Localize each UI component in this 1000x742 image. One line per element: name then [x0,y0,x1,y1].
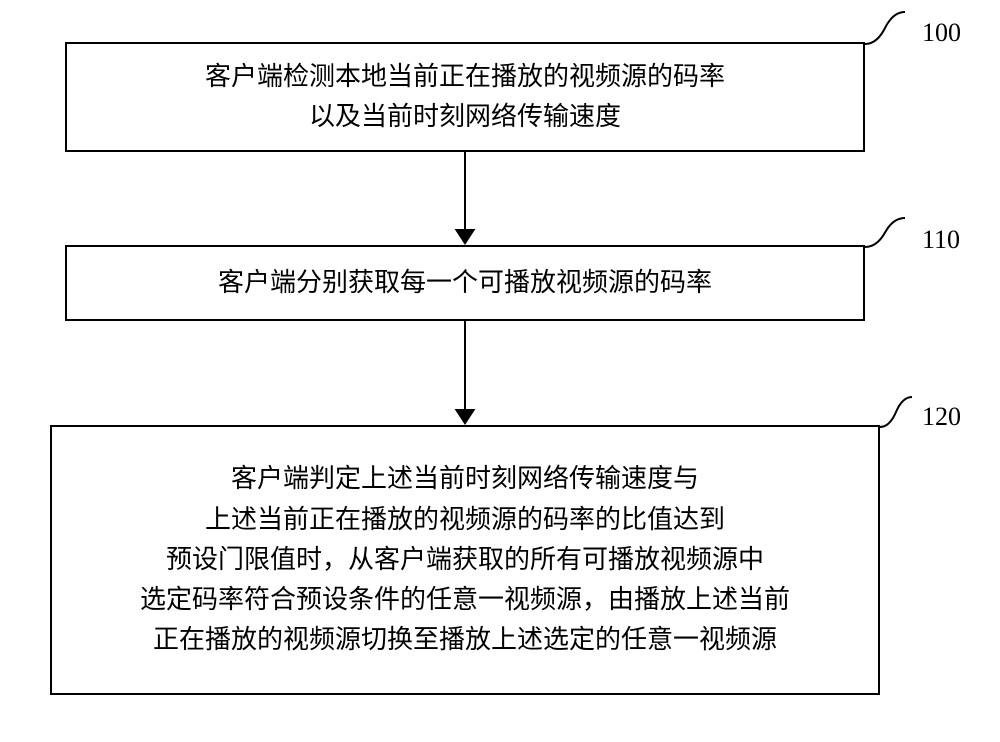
step-text: 客户端检测本地当前正在播放的视频源的码率 以及当前时刻网络传输速度 [205,57,725,138]
arrow-100-to-110 [447,152,483,245]
step-number-110: 110 [922,225,960,255]
arrow-110-to-120 [447,321,483,425]
step-number-120: 120 [922,402,961,432]
step-text: 客户端判定上述当前时刻网络传输速度与 上述当前正在播放的视频源的码率的比值达到 … [140,459,790,660]
step-box-120: 客户端判定上述当前时刻网络传输速度与 上述当前正在播放的视频源的码率的比值达到 … [50,425,880,695]
step-text: 客户端分别获取每一个可播放视频源的码率 [218,263,712,303]
step-number-100: 100 [922,18,961,48]
step-box-100: 客户端检测本地当前正在播放的视频源的码率 以及当前时刻网络传输速度 [65,42,865,152]
step-box-110: 客户端分别获取每一个可播放视频源的码率 [65,245,865,321]
flowchart-canvas: 客户端检测本地当前正在播放的视频源的码率 以及当前时刻网络传输速度 100 客户… [0,0,1000,742]
